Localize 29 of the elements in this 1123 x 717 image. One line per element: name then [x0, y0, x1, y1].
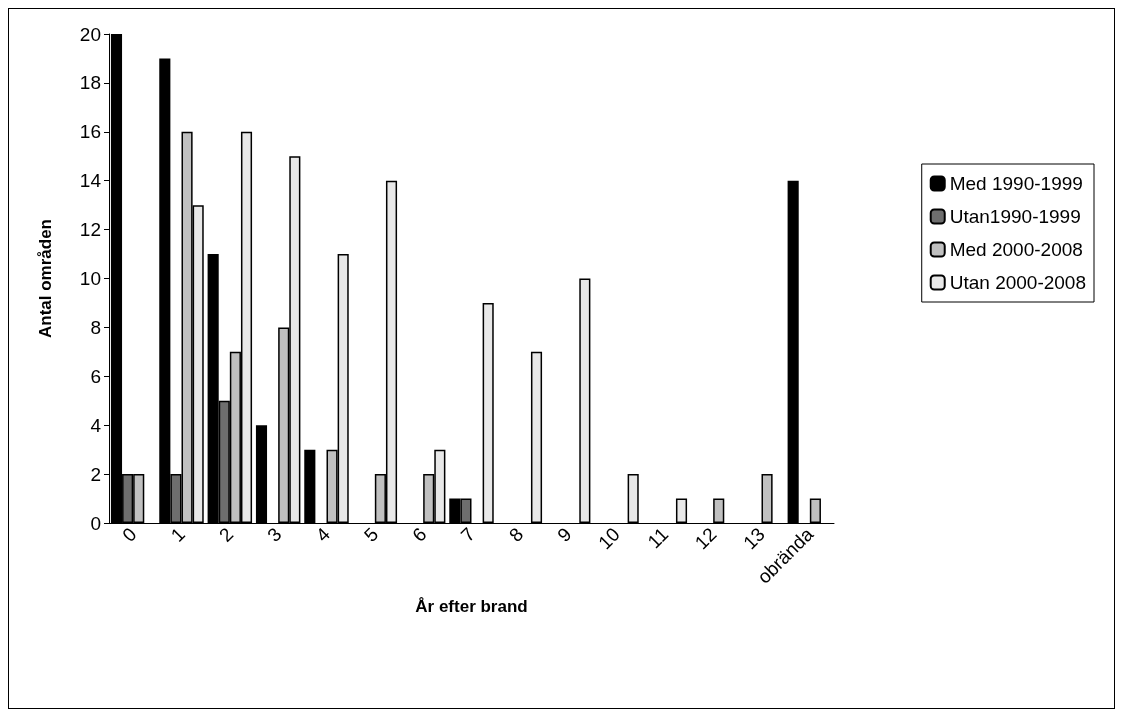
x-tick-label: 12 — [690, 523, 721, 554]
x-tick-label: 5 — [359, 523, 383, 546]
y-axis-title: Antal områden — [36, 218, 55, 339]
x-tick-label: 2 — [214, 523, 238, 546]
y-tick-label: 8 — [90, 316, 101, 338]
x-tick-label: 11 — [643, 523, 673, 553]
legend-label: Med 2000-2008 — [949, 239, 1083, 260]
y-tick-label: 20 — [79, 23, 101, 45]
x-tick-label: 8 — [504, 523, 528, 546]
legend-label: Utan1990-1999 — [949, 206, 1081, 227]
legend-label: Utan 2000-2008 — [949, 272, 1087, 293]
x-axis-title: År efter brand — [415, 597, 528, 616]
x-tick-label: 0 — [118, 523, 141, 546]
y-tick-label: 2 — [90, 463, 101, 485]
x-tick-label: 4 — [311, 523, 334, 546]
x-tick-label: 7 — [456, 523, 479, 546]
x-tick-label: 1 — [166, 523, 189, 546]
y-tick-label: 14 — [79, 170, 102, 192]
legend-label: Med 1990-1999 — [949, 173, 1083, 194]
y-tick-label: 6 — [90, 365, 101, 387]
x-tick-label: 3 — [263, 523, 286, 546]
y-tick-label: 16 — [79, 121, 101, 143]
y-tick-label: 4 — [90, 414, 102, 436]
x-tick-label: 10 — [594, 523, 624, 554]
x-tick-label: 6 — [408, 523, 431, 546]
y-tick-label: 12 — [79, 219, 101, 241]
y-tick-label: 18 — [79, 72, 101, 94]
y-tick-label: 10 — [79, 268, 101, 289]
x-tick-label: 9 — [553, 523, 576, 546]
